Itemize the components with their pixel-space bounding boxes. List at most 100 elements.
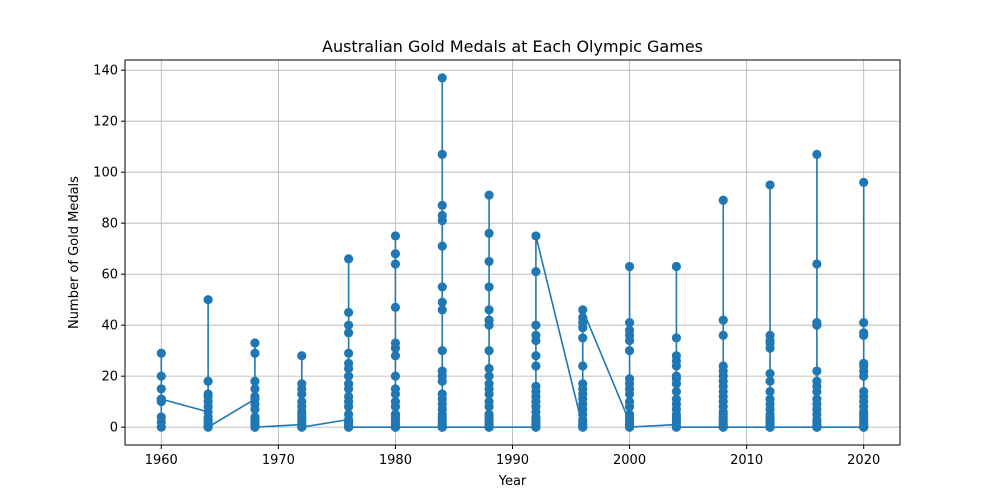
data-point [624, 325, 635, 335]
data-point [484, 379, 494, 389]
data-point [812, 149, 822, 159]
data-point [765, 330, 775, 340]
y-tick-label: 60 [101, 268, 118, 283]
data-point [437, 346, 447, 356]
data-point [484, 371, 494, 381]
data-point [250, 399, 260, 409]
data-point [203, 376, 213, 386]
data-point [531, 231, 541, 241]
data-point [250, 338, 260, 348]
data-point [671, 371, 681, 381]
data-point [765, 422, 775, 432]
x-tick-label: 1970 [262, 453, 295, 468]
data-point [344, 348, 354, 358]
data-point [624, 374, 635, 384]
x-axis-label: Year [498, 474, 527, 489]
y-tick-label: 120 [93, 115, 118, 130]
data-point [812, 394, 822, 404]
data-point [671, 412, 681, 422]
data-point [812, 259, 822, 269]
data-point [859, 386, 869, 397]
data-point [344, 307, 354, 318]
y-tick-label: 40 [101, 319, 118, 334]
data-point [859, 328, 869, 338]
data-point [437, 210, 447, 221]
data-point [812, 376, 822, 386]
data-point [484, 305, 494, 315]
data-point [203, 295, 213, 305]
data-point [390, 351, 401, 361]
data-point [344, 422, 354, 432]
data-point [484, 282, 494, 292]
data-point [156, 371, 166, 381]
data-point [765, 412, 775, 422]
data-point [390, 371, 401, 381]
data-point [765, 394, 775, 404]
data-point [718, 422, 728, 432]
data-point [390, 338, 401, 348]
data-point [297, 422, 307, 432]
data-point [390, 397, 401, 407]
data-point [297, 351, 307, 361]
x-tick-label: 1990 [496, 453, 529, 468]
data-point [437, 241, 447, 251]
data-point [390, 259, 401, 269]
data-point [671, 422, 681, 432]
data-point [437, 366, 447, 376]
data-point [250, 348, 260, 358]
data-point [390, 302, 401, 312]
data-point [156, 417, 166, 427]
data-point [344, 384, 354, 394]
data-point [484, 397, 494, 407]
data-point [344, 254, 354, 264]
data-point [437, 305, 447, 315]
data-point [671, 351, 681, 361]
data-point [297, 397, 307, 407]
data-point [624, 261, 635, 272]
data-point [765, 376, 775, 386]
data-point [765, 386, 775, 397]
data-point [578, 361, 588, 371]
data-point [765, 369, 775, 379]
ticks: 1960 1970 1980 1990 2000 2010 2020 0 20 40 60 80 100… [93, 64, 880, 468]
data-point [437, 297, 447, 307]
data-point [859, 318, 869, 328]
data-point [531, 320, 541, 330]
data-point [484, 422, 494, 432]
data-point [671, 394, 681, 404]
data-point [484, 412, 494, 422]
data-point [671, 261, 681, 272]
data-point [671, 333, 681, 343]
data-point [484, 228, 494, 238]
data-point [203, 414, 213, 425]
data-point [437, 412, 447, 422]
data-point [250, 391, 260, 402]
data-point [437, 149, 447, 159]
data-point [578, 305, 588, 315]
data-point [812, 422, 822, 432]
data-point [390, 422, 401, 432]
data-point [531, 361, 541, 371]
data-point [156, 394, 166, 404]
chart-title: Australian Gold Medals at Each Olympic G… [322, 37, 703, 56]
data-point [437, 422, 447, 432]
data-point [624, 412, 635, 422]
data-point [484, 346, 494, 356]
data-point [484, 256, 494, 267]
data-point [250, 384, 260, 394]
data-point [859, 177, 869, 187]
y-tick-label: 0 [110, 421, 118, 436]
data-point [765, 180, 775, 190]
data-point [203, 422, 213, 432]
data-point [344, 320, 354, 330]
data-point [859, 422, 869, 432]
plot-area [156, 73, 869, 432]
data-point [718, 361, 728, 371]
data-point [203, 402, 213, 412]
data-point [531, 330, 541, 340]
data-point [578, 312, 588, 323]
data-point [344, 358, 354, 369]
data-point [297, 379, 307, 389]
